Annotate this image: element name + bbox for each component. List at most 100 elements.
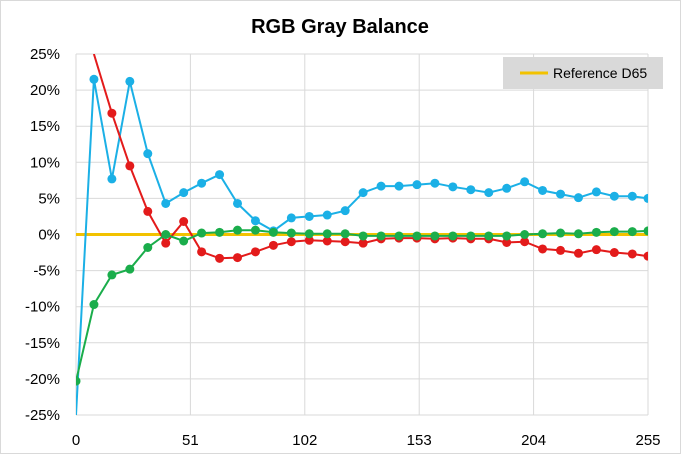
blue-series-point — [394, 181, 404, 191]
green-series-point — [520, 230, 530, 239]
red-series-point — [322, 236, 332, 246]
blue-series-point — [448, 182, 458, 192]
x-tick-label: 204 — [521, 432, 546, 449]
blue-series-point — [250, 216, 260, 226]
series-layer — [76, 54, 648, 415]
green-series-point — [556, 228, 566, 238]
green-series-point — [448, 231, 458, 241]
green-series-point — [466, 231, 476, 241]
green-series-point — [340, 229, 350, 239]
y-tick-label: -5% — [33, 263, 60, 280]
green-series-point — [430, 231, 440, 241]
red-series-point — [268, 240, 278, 250]
blue-series-point — [89, 74, 99, 84]
blue-series-point — [520, 177, 530, 187]
legend: Reference D65 — [503, 57, 663, 89]
green-series-point — [197, 228, 207, 238]
green-series-point — [627, 227, 637, 237]
blue-series-point — [556, 189, 566, 199]
green-series-point — [322, 229, 332, 239]
green-series-point — [107, 270, 117, 280]
blue-series-point — [627, 191, 637, 201]
red-series-point — [125, 161, 135, 171]
y-axis-ticks: 25% 20% 15% 10% 5% 0% -5% -10% -15% -20% -25% — [25, 46, 60, 424]
blue-series-point — [215, 170, 225, 180]
blue-series-point — [161, 198, 171, 208]
red-series-point — [556, 245, 566, 255]
y-tick-label: 15% — [30, 118, 60, 135]
y-tick-label: -10% — [25, 299, 60, 316]
y-tick-label: 10% — [30, 154, 60, 171]
red-series-point — [107, 108, 117, 118]
y-tick-label: -15% — [25, 335, 60, 352]
blue-series-point — [358, 188, 368, 198]
green-series-point — [179, 236, 189, 246]
blue-series-point — [286, 213, 296, 223]
red-series-point — [197, 247, 207, 257]
blue-series-point — [484, 188, 494, 198]
x-axis-ticks: 0 51 102 153 204 255 — [72, 432, 661, 449]
red-series-point — [520, 237, 530, 247]
green-series-point — [143, 242, 153, 252]
red-series-point — [286, 237, 296, 247]
y-tick-label: 20% — [30, 82, 60, 99]
green-series-point — [502, 231, 512, 241]
red-series-point — [643, 251, 648, 261]
green-series-point — [268, 227, 278, 237]
green-series-point — [76, 376, 81, 386]
green-series-point — [161, 230, 171, 239]
red-series-point — [573, 248, 583, 258]
x-tick-label: 153 — [407, 432, 432, 449]
legend-label-reference: Reference D65 — [553, 65, 647, 81]
green-series-point — [573, 229, 583, 239]
red-series-point — [358, 238, 368, 248]
green-series-point — [412, 231, 422, 241]
x-tick-label: 0 — [72, 432, 80, 449]
chart-title: RGB Gray Balance — [251, 16, 429, 38]
red-series-point — [233, 253, 243, 263]
green-series-point — [609, 227, 619, 237]
blue-series-point — [197, 178, 207, 188]
green-series-point — [358, 231, 368, 241]
green-series-point — [215, 227, 225, 237]
blue-series-point — [340, 206, 350, 216]
blue-series-point — [502, 183, 512, 193]
green-series-point — [484, 231, 494, 241]
x-tick-label: 51 — [182, 432, 199, 449]
blue-series-point — [125, 76, 135, 86]
red-series-point — [143, 206, 153, 216]
green-series-point — [643, 226, 648, 236]
red-series-point — [609, 248, 619, 258]
red-series-point — [538, 244, 548, 254]
green-series-point — [286, 228, 296, 238]
red-series-point — [161, 238, 171, 248]
blue-series-point — [466, 185, 476, 195]
blue-series-point — [538, 185, 548, 195]
blue-series-point — [143, 149, 153, 159]
green-series-point — [376, 231, 386, 241]
green-series-point — [125, 264, 135, 274]
blue-series-point — [643, 193, 648, 203]
blue-series-point — [573, 193, 583, 203]
blue-series-point — [412, 180, 422, 190]
blue-series-point — [430, 178, 440, 188]
y-tick-label: -25% — [25, 407, 60, 424]
blue-series-point — [304, 211, 314, 221]
red-series-point — [340, 237, 350, 247]
red-series-point — [304, 235, 314, 245]
blue-series-point — [322, 210, 332, 220]
red-series-point — [179, 217, 189, 227]
red-series-point — [627, 249, 637, 259]
blue-series-point — [376, 181, 386, 191]
green-series-point — [304, 229, 314, 239]
y-tick-label: 25% — [30, 46, 60, 63]
y-tick-label: 0% — [38, 227, 60, 244]
green-series-point — [394, 231, 404, 241]
red-series-point — [502, 237, 512, 247]
green-series-point — [250, 225, 260, 235]
y-tick-label: -20% — [25, 371, 60, 388]
blue-series-point — [609, 191, 619, 201]
x-tick-label: 102 — [292, 432, 317, 449]
red-series-point — [250, 247, 260, 257]
